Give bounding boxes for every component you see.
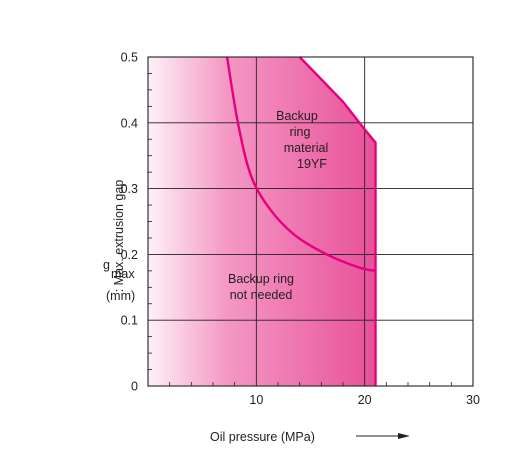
series-line-backup-ring-not-needed [225, 56, 376, 273]
y-axis-title: : Max. extrusion gap [112, 180, 126, 293]
x-axis-title: Oil pressure (MPa) [210, 430, 315, 444]
x-axis-arrow-head [398, 433, 410, 439]
y-tick-label: 0.2 [121, 248, 138, 262]
y-axis-subscript: max [111, 267, 135, 281]
y-tick-label: 0.5 [121, 51, 138, 65]
y-tick-label: 0 [131, 380, 138, 394]
annotation-backup-ring-19yf: 19YF [297, 157, 327, 171]
y-tick-label: 0.3 [121, 182, 138, 196]
annotation-backup-ring-19yf: material [284, 141, 328, 155]
annotation-backup-ring-19yf: Backup [276, 109, 318, 123]
extrusion-area [148, 57, 376, 386]
annotation-backup-ring-not-needed: Backup ring [228, 272, 294, 286]
y-axis-unit: (mm) [106, 289, 135, 303]
plot-frame [147, 56, 474, 387]
x-tick-label: 30 [466, 393, 480, 407]
series-line-backup-ring-19yf [298, 56, 377, 386]
annotation-backup-ring-19yf: ring [290, 125, 311, 139]
y-tick-label: 0.1 [121, 314, 138, 328]
x-tick-label: 20 [358, 393, 372, 407]
x-tick-label: 10 [249, 393, 263, 407]
y-axis-symbol: g [103, 258, 110, 272]
y-tick-label: 0.4 [121, 116, 138, 130]
annotation-backup-ring-not-needed: not needed [230, 288, 293, 302]
